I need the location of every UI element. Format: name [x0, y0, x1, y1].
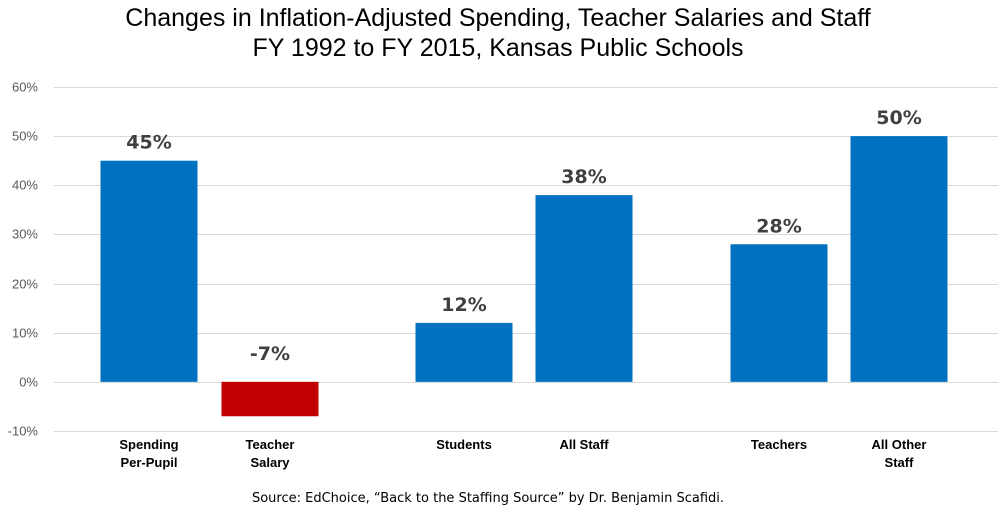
data-labels: 45% -7% 12% 38% 28% 50% [126, 107, 921, 365]
x-tick-label: Students [436, 437, 492, 452]
data-label: 12% [441, 294, 486, 316]
y-tick-label: 20% [12, 277, 38, 292]
y-tick-label: 60% [12, 80, 38, 95]
y-tick-label: -10% [8, 424, 39, 439]
y-tick-label: 50% [12, 129, 38, 144]
data-label: 38% [561, 166, 606, 188]
bar [415, 322, 513, 382]
data-label: 45% [126, 132, 171, 154]
x-axis-ticks: Spending Per-Pupil Teacher Salary Students Al… [119, 437, 926, 470]
chart-title: Changes in Inflation-Adjusted Spending, … [125, 4, 870, 62]
y-tick-label: 0% [19, 375, 38, 390]
chart-title-line: FY 1992 to FY 2015, Kansas Public School… [252, 34, 743, 62]
bar [100, 160, 198, 382]
y-tick-label: 10% [12, 326, 38, 341]
y-tick-label: 30% [12, 227, 38, 242]
data-label: 28% [756, 215, 801, 237]
bar [850, 136, 948, 382]
bar [221, 381, 319, 417]
gridlines [54, 87, 998, 432]
x-tick-label: All Staff [559, 437, 609, 452]
x-tick-label: Teacher Salary [246, 437, 295, 470]
bar [730, 244, 828, 382]
x-tick-label: Teachers [751, 437, 807, 452]
bar [535, 195, 633, 382]
x-tick-label: All Other Staff [872, 437, 927, 470]
data-label: -7% [250, 343, 290, 365]
data-label: 50% [876, 107, 921, 129]
source-note: Source: EdChoice, “Back to the Staffing … [252, 491, 724, 506]
y-axis-ticks: 60% 50% 40% 30% 20% 10% 0% -10% [8, 80, 39, 439]
bars [100, 136, 948, 417]
chart-title-line: Changes in Inflation-Adjusted Spending, … [125, 4, 870, 32]
x-tick-label: Spending Per-Pupil [119, 437, 178, 470]
y-tick-label: 40% [12, 178, 38, 193]
